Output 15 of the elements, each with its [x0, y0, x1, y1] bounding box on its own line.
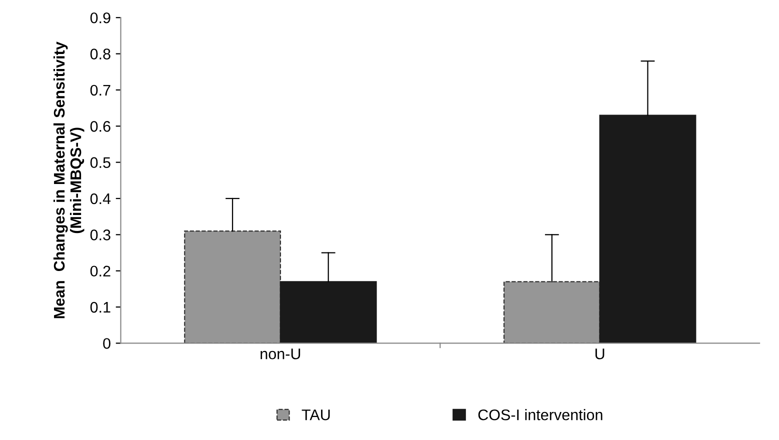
y-tick-label: 0.4: [90, 193, 111, 204]
y-tick-label: 0.3: [90, 230, 110, 240]
y-tick-label: 0.7: [90, 84, 110, 96]
legend-label: TAU: [302, 410, 330, 420]
y-tick-label: 0.2: [90, 266, 110, 277]
y-tick-label: 0.5: [90, 157, 110, 168]
y-axis-title: Mean Changes in Maternal Sensitivity (Mini-MBQS-V): [53, 42, 84, 318]
y-tick-label: 0.8: [90, 48, 110, 60]
x-tick-label: non-U: [260, 348, 300, 360]
y-tick-label: 0: [103, 338, 110, 349]
legend-label: COS-I intervention: [478, 409, 602, 420]
y-tick-label: 0.9: [90, 12, 110, 24]
y-tick-label: 0.6: [90, 121, 110, 132]
x-tick-label: U: [595, 348, 604, 360]
y-tick-label: 0.1: [90, 302, 110, 313]
